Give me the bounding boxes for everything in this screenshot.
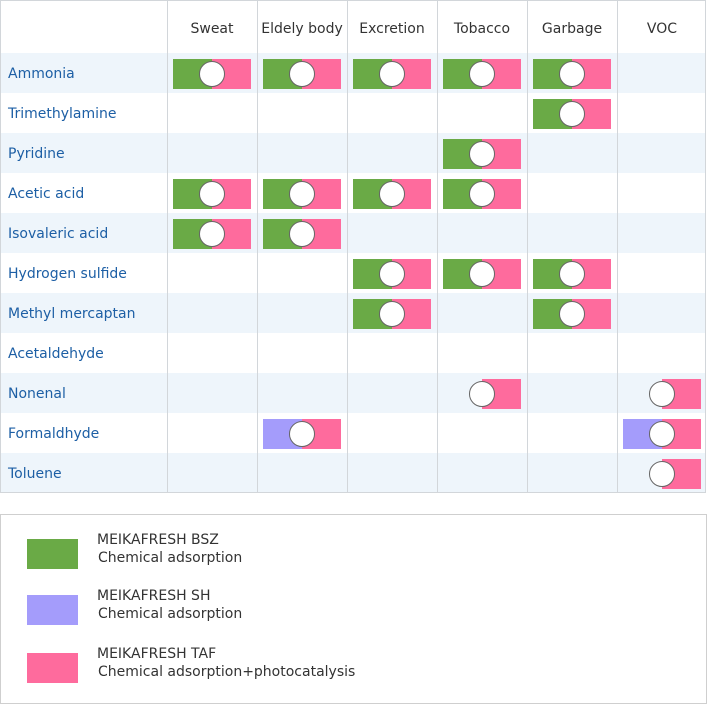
row-background bbox=[0, 133, 706, 173]
column-header: Sweat bbox=[190, 21, 234, 37]
product-indicator-bsz bbox=[173, 179, 251, 209]
product-indicator-bsz bbox=[533, 299, 611, 329]
row-label: Isovaleric acid bbox=[8, 226, 108, 242]
product-indicator-bsz bbox=[353, 179, 431, 209]
toggle-knob bbox=[469, 261, 495, 287]
legend-item: MEIKAFRESH SH Chemical adsorption bbox=[1, 588, 706, 641]
toggle-knob bbox=[649, 421, 675, 447]
legend: MEIKAFRESH BSZ Chemical adsorption MEIKAFR… bbox=[0, 514, 707, 704]
matrix-table: Sweat Eldely body Excretion Tobacco Garbage V… bbox=[0, 0, 706, 493]
toggle-knob bbox=[199, 181, 225, 207]
column-header: Garbage bbox=[542, 21, 602, 37]
product-indicator-bsz bbox=[443, 59, 521, 89]
table-border bbox=[0, 0, 706, 493]
product-indicator-bsz bbox=[263, 59, 341, 89]
toggle-knob bbox=[469, 181, 495, 207]
row-label: Acetic acid bbox=[8, 186, 84, 202]
row-background bbox=[0, 453, 706, 493]
legend-swatch bbox=[27, 653, 78, 683]
product-indicator-bsz bbox=[533, 259, 611, 289]
legend-swatch bbox=[27, 595, 78, 625]
toggle-knob bbox=[379, 61, 405, 87]
product-indicator-bsz bbox=[353, 59, 431, 89]
legend-product-name: MEIKAFRESH BSZ bbox=[97, 532, 219, 548]
product-indicator-bsz bbox=[173, 219, 251, 249]
toggle-knob bbox=[559, 261, 585, 287]
toggle-knob bbox=[649, 381, 675, 407]
toggle-knob bbox=[289, 181, 315, 207]
product-indicator-bsz bbox=[443, 139, 521, 169]
row-background bbox=[0, 213, 706, 253]
row-label: Formaldhyde bbox=[8, 426, 99, 442]
toggle-knob bbox=[379, 261, 405, 287]
row-label: Methyl mercaptan bbox=[8, 306, 135, 322]
toggle-knob bbox=[649, 461, 675, 487]
product-indicator-bsz bbox=[443, 179, 521, 209]
toggle-knob bbox=[469, 61, 495, 87]
product-indicator-bsz bbox=[533, 99, 611, 129]
legend-description: Chemical adsorption bbox=[98, 606, 243, 622]
product-indicator-sh bbox=[623, 419, 701, 449]
product-indicator-bsz bbox=[173, 59, 251, 89]
row-label: Nonenal bbox=[8, 386, 66, 402]
product-indicator-bsz bbox=[263, 219, 341, 249]
product-indicator-bsz bbox=[533, 59, 611, 89]
column-header: Excretion bbox=[359, 21, 424, 37]
row-label: Hydrogen sulfide bbox=[8, 266, 127, 282]
toggle-knob bbox=[379, 181, 405, 207]
row-label: Pyridine bbox=[8, 146, 65, 162]
legend-product-name: MEIKAFRESH SH bbox=[97, 588, 211, 604]
toggle-knob bbox=[469, 381, 495, 407]
toggle-knob bbox=[469, 141, 495, 167]
column-header: Eldely body bbox=[261, 21, 342, 37]
product-indicator-sh bbox=[263, 419, 341, 449]
toggle-knob bbox=[199, 221, 225, 247]
product-indicator-bsz bbox=[353, 259, 431, 289]
toggle-knob bbox=[379, 301, 405, 327]
toggle-knob bbox=[559, 61, 585, 87]
legend-item: MEIKAFRESH TAF Chemical adsorption+photoc… bbox=[1, 646, 706, 699]
toggle-knob bbox=[289, 421, 315, 447]
toggle-knob bbox=[289, 61, 315, 87]
row-label: Acetaldehyde bbox=[8, 346, 104, 362]
legend-product-name: MEIKAFRESH TAF bbox=[97, 646, 217, 662]
legend-description: Chemical adsorption bbox=[98, 550, 243, 566]
legend-item: MEIKAFRESH BSZ Chemical adsorption bbox=[1, 532, 706, 585]
legend-swatch bbox=[27, 539, 78, 569]
product-indicator-taf bbox=[469, 379, 521, 409]
product-indicator-bsz bbox=[443, 259, 521, 289]
product-indicator-bsz bbox=[263, 179, 341, 209]
row-label: Toluene bbox=[7, 466, 62, 482]
row-label: Ammonia bbox=[8, 66, 75, 82]
product-indicator-taf bbox=[649, 379, 701, 409]
row-label: Trimethylamine bbox=[7, 106, 117, 122]
toggle-knob bbox=[559, 301, 585, 327]
product-indicator-taf bbox=[649, 459, 701, 489]
column-header: Tobacco bbox=[453, 21, 510, 37]
product-indicator-bsz bbox=[353, 299, 431, 329]
toggle-knob bbox=[199, 61, 225, 87]
toggle-knob bbox=[559, 101, 585, 127]
legend-description: Chemical adsorption+photocatalysis bbox=[98, 664, 356, 680]
row-background bbox=[0, 373, 706, 413]
toggle-knob bbox=[289, 221, 315, 247]
column-header: VOC bbox=[647, 21, 677, 37]
